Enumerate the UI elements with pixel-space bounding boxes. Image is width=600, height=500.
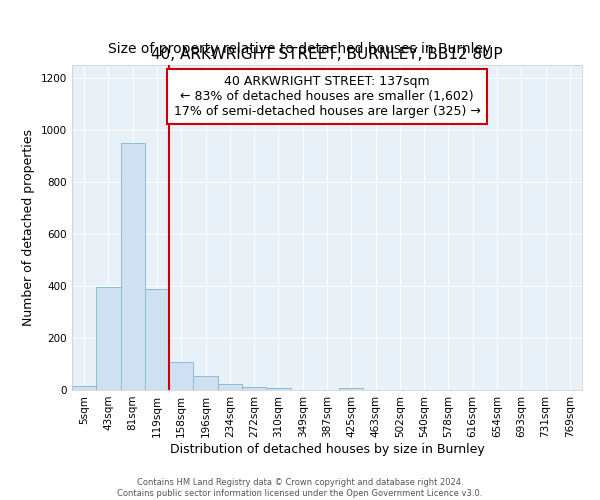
Bar <box>169 362 193 390</box>
Bar <box>242 387 266 390</box>
Bar <box>193 376 218 390</box>
Bar <box>266 388 290 390</box>
Bar <box>339 388 364 390</box>
Text: Contains HM Land Registry data © Crown copyright and database right 2024.
Contai: Contains HM Land Registry data © Crown c… <box>118 478 482 498</box>
Text: 40 ARKWRIGHT STREET: 137sqm
← 83% of detached houses are smaller (1,602)
17% of : 40 ARKWRIGHT STREET: 137sqm ← 83% of det… <box>173 74 481 118</box>
Bar <box>121 143 145 390</box>
X-axis label: Distribution of detached houses by size in Burnley: Distribution of detached houses by size … <box>170 442 484 456</box>
Text: Size of property relative to detached houses in Burnley: Size of property relative to detached ho… <box>109 42 491 56</box>
Bar <box>96 288 121 390</box>
Title: 40, ARKWRIGHT STREET, BURNLEY, BB12 8UP: 40, ARKWRIGHT STREET, BURNLEY, BB12 8UP <box>151 48 503 62</box>
Y-axis label: Number of detached properties: Number of detached properties <box>22 129 35 326</box>
Bar <box>72 386 96 390</box>
Bar <box>145 288 169 390</box>
Bar <box>218 384 242 390</box>
